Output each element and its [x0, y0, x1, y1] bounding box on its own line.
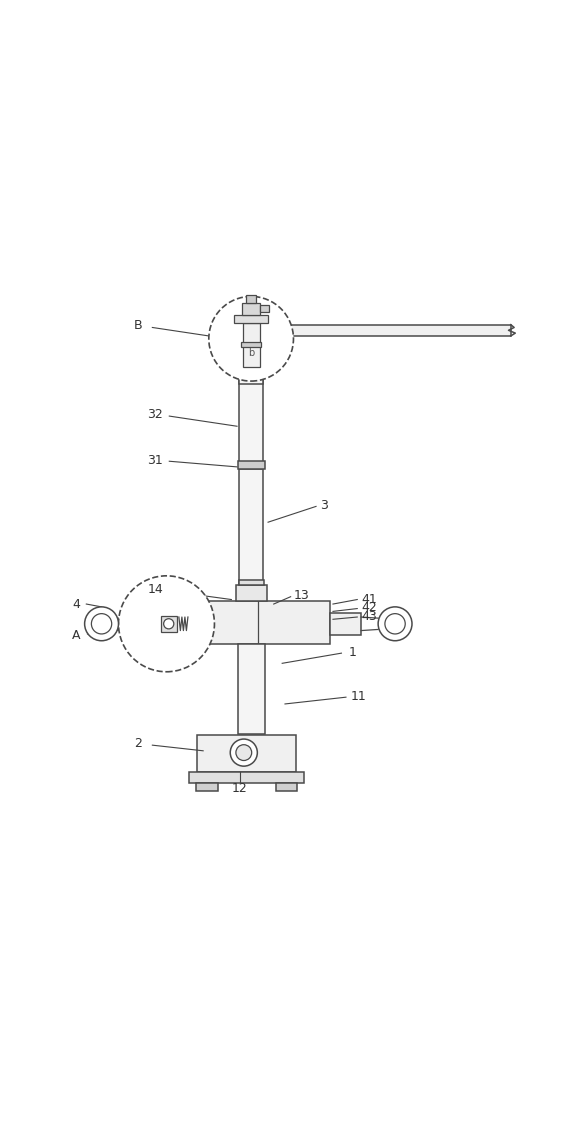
Bar	[196, 783, 218, 792]
Text: 31: 31	[147, 454, 163, 466]
Bar	[239, 580, 263, 586]
Text: 43: 43	[362, 610, 377, 623]
Bar	[234, 315, 268, 323]
Text: 3: 3	[320, 499, 328, 512]
Text: 1: 1	[349, 645, 357, 659]
Circle shape	[84, 607, 119, 641]
Bar	[238, 461, 264, 469]
Bar	[241, 342, 261, 347]
Bar	[161, 615, 177, 631]
Text: 12: 12	[232, 782, 248, 795]
Bar	[276, 783, 297, 792]
Text: 14: 14	[147, 583, 163, 596]
Bar	[172, 602, 330, 644]
Bar	[235, 586, 267, 602]
Text: 42: 42	[362, 602, 377, 614]
Circle shape	[164, 619, 174, 629]
Circle shape	[119, 575, 214, 672]
Circle shape	[209, 297, 294, 382]
Text: B: B	[134, 320, 142, 332]
Circle shape	[378, 607, 412, 641]
Bar	[330, 612, 361, 635]
Bar	[246, 295, 256, 303]
Bar	[197, 735, 296, 771]
Bar	[239, 378, 263, 384]
Bar	[189, 771, 304, 783]
Text: 2: 2	[135, 737, 142, 749]
Circle shape	[385, 613, 405, 634]
Bar	[243, 323, 259, 367]
Bar	[242, 303, 260, 315]
Text: 11: 11	[351, 690, 367, 702]
Bar	[141, 612, 172, 635]
Text: b: b	[248, 348, 254, 358]
Bar	[256, 324, 511, 336]
Text: 13: 13	[294, 589, 310, 602]
Bar	[260, 306, 269, 312]
Bar	[239, 378, 263, 462]
Text: 41: 41	[362, 592, 377, 606]
Bar	[239, 469, 263, 584]
Circle shape	[230, 739, 257, 767]
Circle shape	[236, 745, 252, 761]
Circle shape	[91, 613, 112, 634]
Text: 32: 32	[147, 408, 163, 422]
Bar	[238, 644, 264, 733]
Text: A: A	[72, 629, 80, 642]
Text: 4: 4	[72, 597, 80, 611]
